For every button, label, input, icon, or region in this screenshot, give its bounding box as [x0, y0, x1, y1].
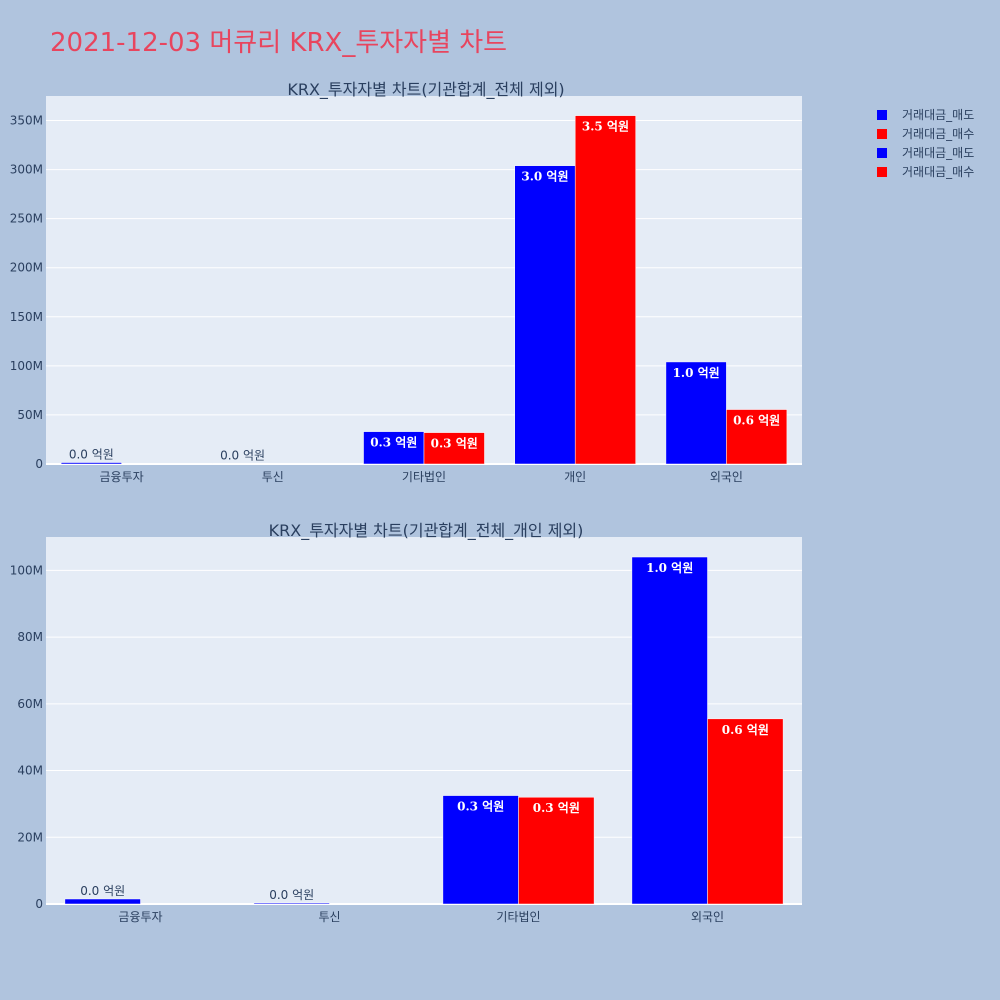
bar: [707, 718, 784, 905]
data-label: 0.0 억원: [80, 884, 125, 898]
bar: [574, 115, 636, 465]
x-tick-label: 금융투자: [118, 910, 162, 924]
y-tick-label: 80M: [17, 630, 43, 644]
y-tick-label: 100M: [10, 563, 43, 577]
data-label: 0.6 억원: [733, 414, 780, 428]
data-label: 0.0 억원: [220, 449, 265, 463]
x-tick-label: 개인: [564, 470, 586, 484]
y-tick-label: 150M: [10, 310, 43, 324]
data-label: 0.6 억원: [722, 723, 769, 737]
data-label: 0.0 억원: [69, 448, 114, 462]
x-tick-label: 기타법인: [496, 910, 540, 924]
y-tick-label: 0: [35, 457, 43, 471]
y-tick-label: 250M: [10, 212, 43, 226]
bar: [253, 902, 330, 905]
y-tick-label: 40M: [17, 764, 43, 778]
subplot-title: KRX_투자자별 차트(기관합계_전체_개인 제외): [269, 521, 584, 541]
x-tick-label: 외국인: [710, 470, 743, 484]
legend-swatch: [877, 129, 887, 139]
x-tick-label: 투신: [318, 910, 340, 924]
y-tick-label: 350M: [10, 114, 43, 128]
bar: [442, 795, 519, 905]
subplot-title: KRX_투자자별 차트(기관합계_전체 제외): [287, 80, 564, 100]
bar: [60, 462, 122, 465]
legend-label: 거래대금_매수: [902, 165, 974, 179]
y-tick-label: 60M: [17, 697, 43, 711]
x-tick-label: 투신: [262, 470, 284, 484]
legend-label: 거래대금_매도: [902, 146, 974, 160]
bar: [423, 432, 485, 465]
x-tick-label: 외국인: [691, 910, 724, 924]
data-label: 0.3 억원: [370, 436, 417, 450]
legend-swatch: [877, 148, 887, 158]
y-tick-label: 0: [35, 897, 43, 911]
data-label: 3.0 억원: [521, 170, 568, 184]
bar: [64, 898, 141, 905]
data-label: 3.5 억원: [582, 120, 629, 134]
bar: [518, 796, 595, 905]
data-label: 1.0 억원: [646, 561, 693, 575]
data-label: 0.3 억원: [431, 437, 478, 451]
y-tick-label: 300M: [10, 163, 43, 177]
bar: [514, 165, 576, 465]
x-tick-label: 기타법인: [402, 470, 446, 484]
data-label: 0.3 억원: [457, 800, 504, 814]
y-tick-label: 50M: [17, 408, 43, 422]
bar: [726, 409, 788, 465]
y-tick-label: 20M: [17, 830, 43, 844]
data-label: 0.3 억원: [533, 801, 580, 815]
page-title: 2021-12-03 머큐리 KRX_투자자별 차트: [50, 28, 508, 58]
legend-label: 거래대금_매수: [902, 127, 974, 141]
bar: [631, 556, 708, 905]
data-label: 0.0 억원: [269, 888, 314, 902]
data-label: 1.0 억원: [673, 366, 720, 380]
legend-swatch: [877, 167, 887, 177]
x-tick-label: 금융투자: [100, 470, 144, 484]
legend-swatch: [877, 110, 887, 120]
y-tick-label: 100M: [10, 359, 43, 373]
legend-label: 거래대금_매도: [902, 108, 974, 122]
y-tick-label: 200M: [10, 261, 43, 275]
